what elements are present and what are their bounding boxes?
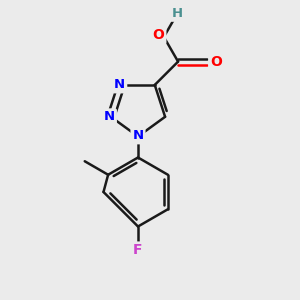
Text: N: N: [132, 129, 144, 142]
Text: O: O: [152, 28, 164, 42]
Text: O: O: [210, 55, 222, 69]
Text: N: N: [104, 110, 115, 123]
Text: H: H: [172, 7, 183, 20]
Text: F: F: [133, 244, 143, 257]
Text: N: N: [114, 78, 125, 92]
